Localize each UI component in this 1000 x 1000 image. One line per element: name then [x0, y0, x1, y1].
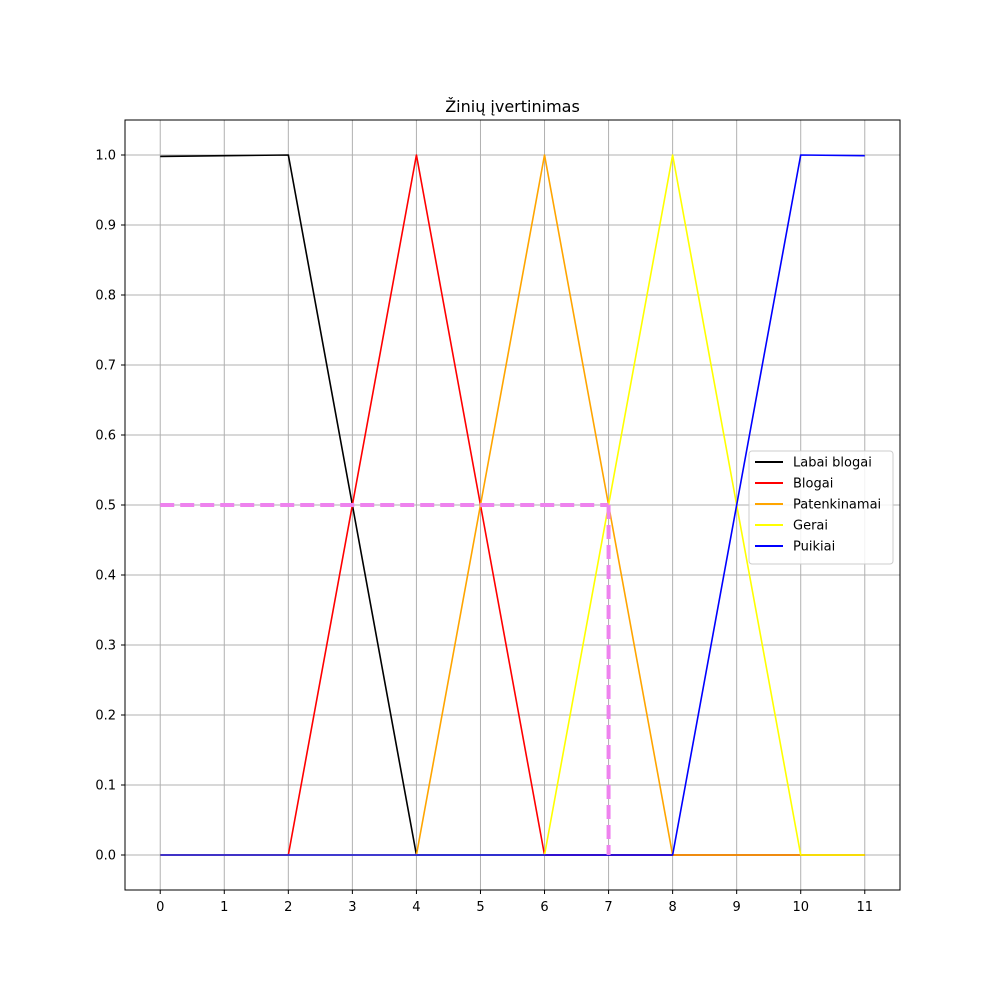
x-tick-label: 6 — [540, 900, 548, 915]
x-tick-label: 9 — [733, 900, 741, 915]
legend-label: Puikiai — [793, 540, 835, 555]
y-tick-label: 0.0 — [95, 849, 116, 864]
x-tick-label: 1 — [220, 900, 228, 915]
x-tick-label: 3 — [348, 900, 356, 915]
y-tick-label: 0.2 — [95, 709, 116, 724]
legend-box — [748, 450, 894, 565]
chart-title: Žinių įvertinimas — [445, 97, 580, 116]
y-tick-label: 0.1 — [95, 779, 116, 794]
y-axis: 0.0 0.1 0.2 0.3 0.4 0.5 0.6 0.7 0.8 0.9 1.0 — [95, 149, 125, 864]
series-line-5 — [160, 154, 865, 856]
y-tick-label: 0.7 — [95, 359, 116, 374]
x-tick-label: 4 — [412, 900, 420, 915]
x-tick-label: 8 — [668, 900, 676, 915]
x-tick-label: 2 — [284, 900, 292, 915]
annotation-layer — [160, 503, 611, 855]
x-tick-label: 7 — [604, 900, 612, 915]
legend: Labai blogai Blogai Patenkinamai Gerai Puiki… — [748, 450, 894, 565]
y-tick-label: 0.3 — [95, 639, 116, 654]
y-tick-label: 0.9 — [95, 219, 116, 234]
legend-label: Labai blogai — [793, 456, 872, 471]
y-tick-label: 0.8 — [95, 289, 116, 304]
legend-label: Gerai — [793, 519, 828, 534]
x-tick-label: 0 — [156, 900, 164, 915]
series-layer — [160, 154, 865, 856]
legend-label: Blogai — [793, 477, 833, 492]
y-tick-label: 0.4 — [95, 569, 116, 584]
x-tick-label: 5 — [476, 900, 484, 915]
y-tick-label: 0.5 — [95, 499, 116, 514]
y-tick-label: 0.6 — [95, 429, 116, 444]
legend-label: Patenkinamai — [793, 498, 881, 513]
x-tick-label: 11 — [856, 900, 873, 915]
y-tick-label: 1.0 — [95, 149, 116, 164]
x-axis: 0 1 2 3 4 5 6 7 8 9 10 11 — [156, 890, 873, 915]
x-tick-label: 10 — [792, 900, 809, 915]
